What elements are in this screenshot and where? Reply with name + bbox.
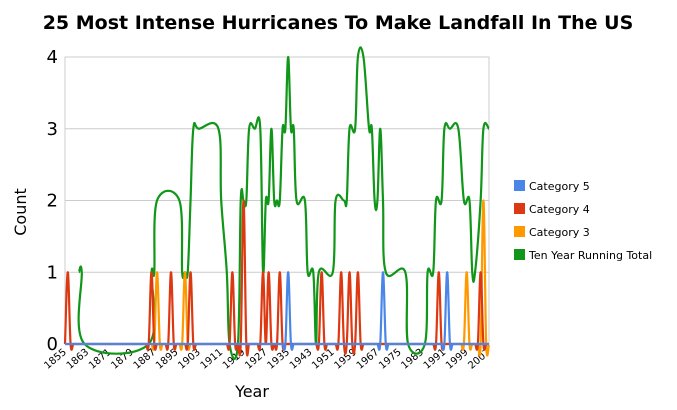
- y-tick-label: 4: [47, 47, 58, 68]
- y-tick-label: 3: [47, 119, 58, 140]
- x-tick-label: 1911: [199, 347, 226, 372]
- legend-swatch-1: [514, 203, 525, 214]
- legend-label-1: Category 4: [529, 203, 590, 216]
- x-tick-label: 1879: [109, 347, 136, 372]
- x-tick-label: 1967: [355, 347, 382, 372]
- x-axis: 1855186318711879188718951903191119191927…: [42, 347, 493, 372]
- legend-label-2: Category 3: [529, 226, 590, 239]
- y-axis-title: Count: [11, 188, 30, 236]
- x-tick-label: 1975: [377, 347, 404, 372]
- series-0: [64, 271, 489, 351]
- x-axis-title: Year: [234, 382, 269, 401]
- x-tick-label: 1951: [310, 347, 337, 372]
- series-group: [63, 46, 491, 360]
- y-tick-label: 1: [47, 262, 58, 283]
- x-tick-label: 1935: [266, 347, 293, 372]
- series-line-0: [64, 271, 489, 351]
- legend-swatch-3: [514, 249, 525, 260]
- y-tick-label: 0: [47, 334, 58, 355]
- x-tick-label: 1999: [444, 347, 471, 372]
- chart-title: 25 Most Intense Hurricanes To Make Landf…: [43, 12, 634, 34]
- legend: Category 5 Category 4 Category 3 Ten Year R…: [514, 180, 652, 262]
- x-tick-label: 1871: [87, 347, 114, 372]
- legend-swatch-0: [514, 180, 525, 191]
- y-tick-label: 2: [47, 191, 58, 212]
- legend-swatch-2: [514, 226, 525, 237]
- y-axis: 0 1 2 3 4: [47, 47, 58, 355]
- legend-label-3: Ten Year Running Total: [528, 249, 652, 262]
- x-tick-label: 1903: [176, 347, 203, 372]
- legend-label-0: Category 5: [529, 180, 590, 193]
- x-tick-label: 1863: [65, 347, 92, 372]
- series-line-3: [77, 46, 491, 360]
- series-3: [77, 46, 491, 360]
